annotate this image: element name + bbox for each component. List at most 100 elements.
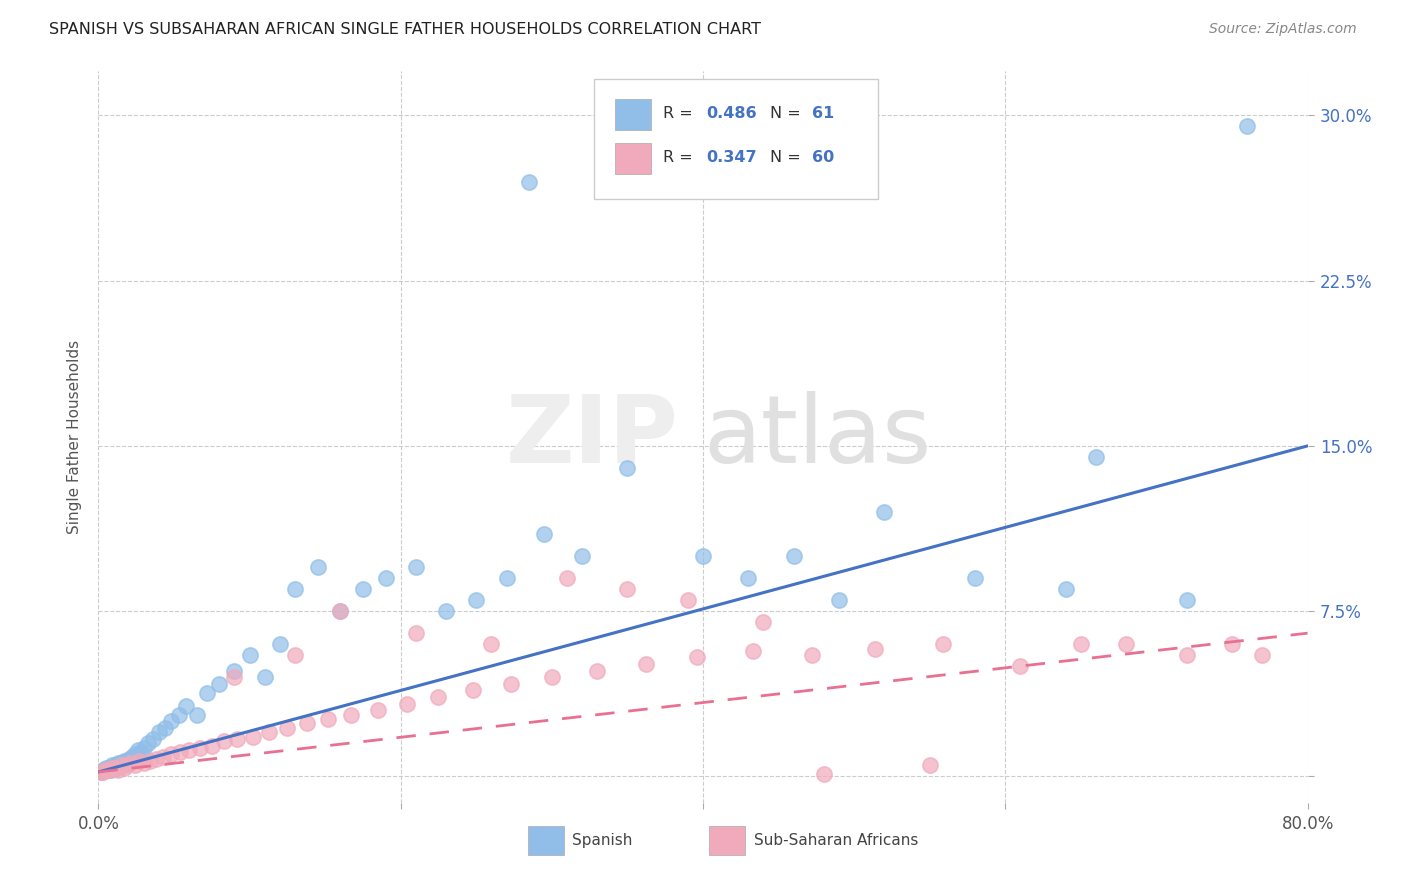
Point xyxy=(1175,648,1198,663)
Point xyxy=(153,721,176,735)
Point xyxy=(93,763,115,777)
Point xyxy=(104,758,127,772)
Point xyxy=(540,670,562,684)
Point xyxy=(865,641,887,656)
Point xyxy=(295,716,318,731)
Point xyxy=(1115,637,1137,651)
Point xyxy=(152,749,174,764)
Text: R =: R = xyxy=(664,150,697,165)
Point xyxy=(555,571,578,585)
Point xyxy=(352,582,374,596)
Point xyxy=(103,760,125,774)
Point xyxy=(208,677,231,691)
Point xyxy=(1220,637,1243,651)
Text: 61: 61 xyxy=(811,106,834,121)
Point xyxy=(1175,593,1198,607)
Point xyxy=(813,767,835,781)
Point xyxy=(242,730,264,744)
FancyBboxPatch shape xyxy=(595,78,879,200)
Text: R =: R = xyxy=(664,106,697,121)
Point xyxy=(112,760,135,774)
Text: atlas: atlas xyxy=(703,391,931,483)
Text: Spanish: Spanish xyxy=(572,833,633,848)
Point xyxy=(752,615,775,629)
Point xyxy=(1054,582,1077,596)
Point xyxy=(367,703,389,717)
Point xyxy=(98,763,121,777)
Point xyxy=(104,760,127,774)
Point xyxy=(329,604,352,618)
Point xyxy=(276,721,298,735)
Point xyxy=(110,758,132,772)
Point xyxy=(374,571,396,585)
Bar xyxy=(614,99,651,130)
Point xyxy=(212,734,235,748)
Point xyxy=(201,739,224,753)
Point xyxy=(100,763,122,777)
Y-axis label: Single Father Households: Single Father Households xyxy=(67,340,83,534)
Point xyxy=(101,760,124,774)
Point xyxy=(741,644,763,658)
Point xyxy=(800,648,823,663)
Point xyxy=(269,637,291,651)
Point xyxy=(517,174,540,188)
Point xyxy=(329,604,352,618)
Bar xyxy=(709,826,745,855)
Point xyxy=(90,764,112,779)
Point xyxy=(253,670,276,684)
Point xyxy=(132,740,155,755)
Point xyxy=(91,764,114,779)
Text: Sub-Saharan Africans: Sub-Saharan Africans xyxy=(754,833,918,848)
Point xyxy=(828,593,851,607)
Point xyxy=(340,707,363,722)
Point xyxy=(121,749,143,764)
Point xyxy=(463,683,485,698)
Point xyxy=(105,760,128,774)
Point xyxy=(932,637,955,651)
Point xyxy=(118,752,141,766)
Text: Source: ZipAtlas.com: Source: ZipAtlas.com xyxy=(1209,22,1357,37)
Point xyxy=(195,686,218,700)
Point xyxy=(918,758,941,772)
Point xyxy=(686,650,709,665)
Point xyxy=(174,698,197,713)
Point xyxy=(307,560,329,574)
Point xyxy=(586,664,609,678)
Point xyxy=(91,763,114,777)
Point xyxy=(110,756,132,771)
Point xyxy=(465,593,488,607)
Point xyxy=(129,745,152,759)
Point xyxy=(284,582,307,596)
Text: N =: N = xyxy=(769,106,806,121)
Point xyxy=(90,764,112,779)
Point xyxy=(160,747,183,762)
Point xyxy=(108,758,131,772)
Point xyxy=(737,571,759,585)
Point xyxy=(533,527,555,541)
Point xyxy=(873,505,896,519)
Point xyxy=(136,736,159,750)
Point xyxy=(114,756,136,771)
Point xyxy=(405,560,427,574)
Point xyxy=(142,731,165,746)
Point xyxy=(783,549,806,563)
Point xyxy=(427,690,450,704)
Text: 0.347: 0.347 xyxy=(707,150,758,165)
Point xyxy=(405,626,427,640)
Point xyxy=(179,743,201,757)
Point xyxy=(481,637,503,651)
Point xyxy=(115,754,138,768)
Point xyxy=(139,754,162,768)
Point xyxy=(1085,450,1108,464)
Point xyxy=(94,760,117,774)
Point xyxy=(160,714,183,729)
Point xyxy=(132,756,155,771)
Point xyxy=(111,758,134,772)
Point xyxy=(148,725,170,739)
Point xyxy=(634,657,657,671)
Text: N =: N = xyxy=(769,150,806,165)
Point xyxy=(96,763,118,777)
Point xyxy=(224,670,246,684)
Point xyxy=(127,743,149,757)
Point xyxy=(1070,637,1092,651)
